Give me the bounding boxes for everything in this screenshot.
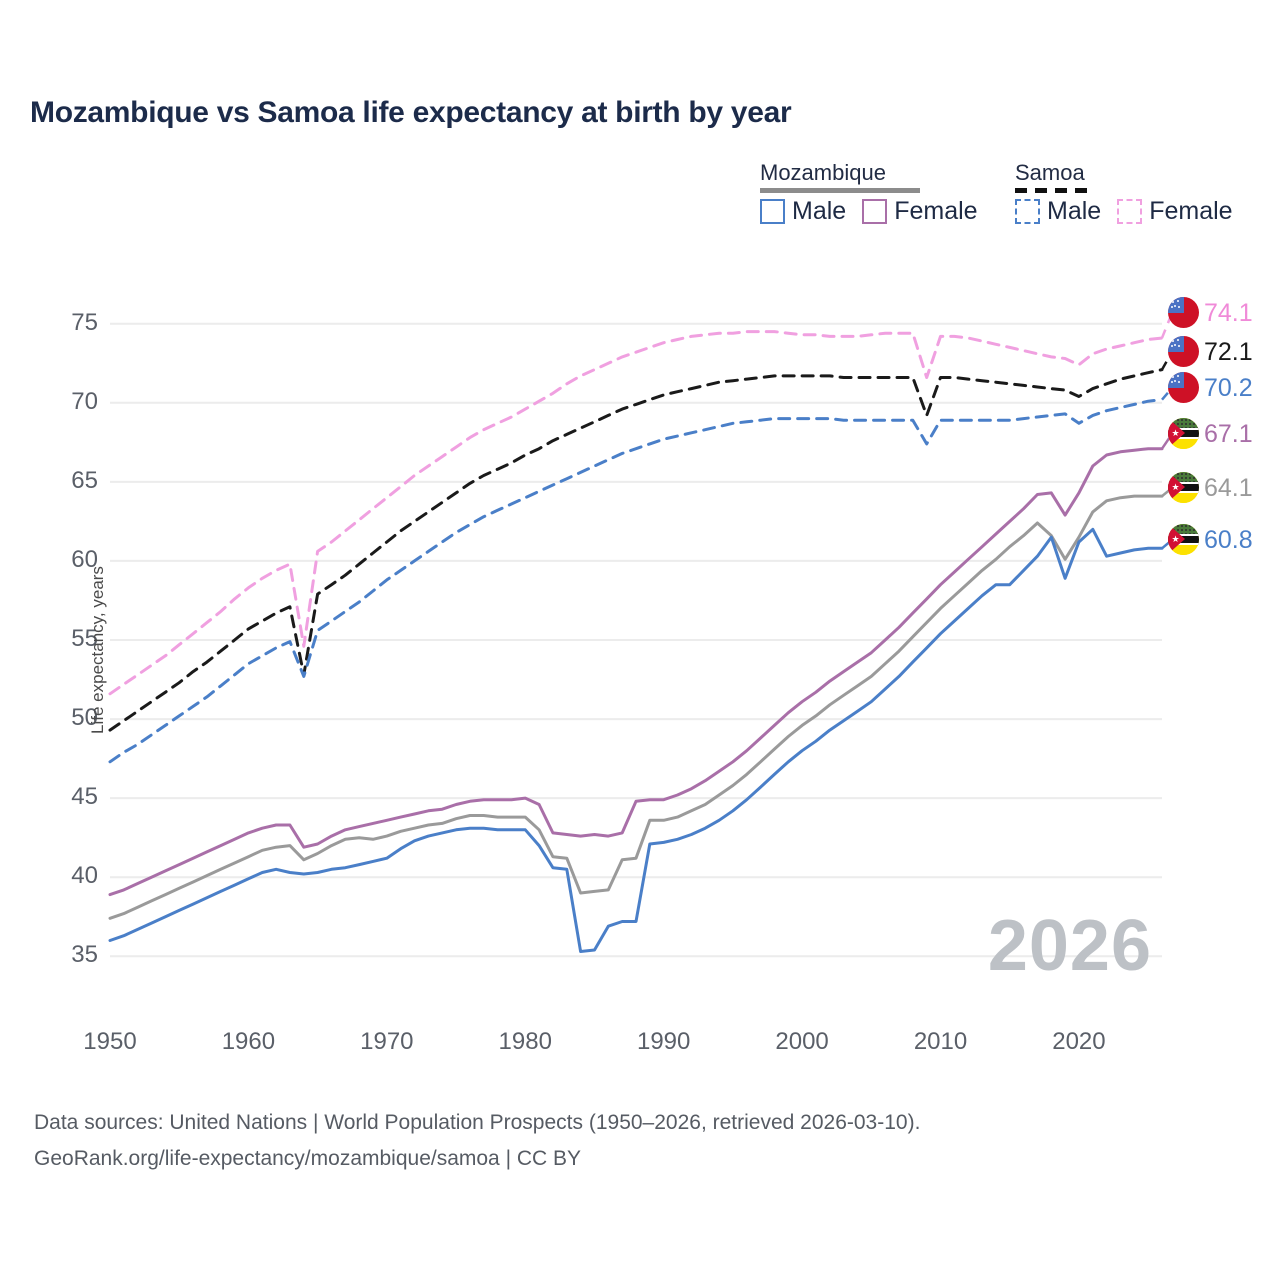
end-label-row: ★ 60.8: [1168, 524, 1253, 555]
end-label-row: 70.2: [1168, 372, 1253, 403]
mozambique-flag-icon: ★: [1168, 524, 1199, 555]
x-tick-label: 1960: [221, 1028, 276, 1055]
x-tick-label: 1970: [360, 1028, 414, 1055]
footer-line-sources: Data sources: United Nations | World Pop…: [34, 1111, 921, 1134]
x-tick-label: 1950: [83, 1028, 137, 1055]
samoa-flag-icon: [1168, 336, 1199, 367]
legend-group-rule: [1015, 188, 1093, 193]
x-tick-label: 1990: [636, 1028, 691, 1055]
series-line: [108, 447, 1164, 897]
x-tick-label: 2000: [775, 1028, 829, 1055]
footer-credits: Data sources: United Nations | World Pop…: [34, 1105, 920, 1177]
series-line: [108, 368, 1164, 732]
samoa-flag-icon: [1168, 372, 1199, 403]
series-line: [108, 330, 1164, 696]
y-tick-label: 65: [71, 466, 98, 494]
legend-item-label: Male: [792, 197, 847, 225]
series-line: [108, 527, 1164, 953]
legend-item-label: Male: [1047, 197, 1102, 225]
y-tick-label: 35: [71, 941, 98, 969]
legend-item-mozambique-female[interactable]: Female: [862, 196, 978, 226]
legend-swatch-icon: [1015, 198, 1040, 224]
year-watermark: 2026: [987, 906, 1152, 986]
end-label-value: 70.2: [1204, 373, 1253, 402]
y-tick-label: 60: [71, 545, 98, 573]
legend-item-label: Female: [1149, 197, 1233, 225]
legend-swatch-icon: [760, 198, 785, 224]
mozambique-flag-icon: ★: [1168, 418, 1199, 449]
y-tick-label: 45: [71, 783, 98, 811]
chart-legend: Mozambique Male Female Samoa Male Female: [760, 160, 1260, 242]
legend-group-rule: [760, 188, 920, 193]
samoa-flag-icon: [1168, 297, 1199, 328]
y-tick-label: 40: [71, 862, 98, 890]
x-tick-label: 2020: [1052, 1028, 1106, 1055]
y-tick-label: 75: [71, 308, 98, 336]
mozambique-flag-icon: ★: [1168, 472, 1199, 503]
page-title: Mozambique vs Samoa life expectancy at b…: [30, 96, 792, 129]
end-label-value: 67.1: [1204, 419, 1253, 448]
x-tick-label: 2010: [913, 1028, 968, 1055]
end-label-value: 74.1: [1204, 298, 1253, 327]
end-label-row: ★ 67.1: [1168, 418, 1253, 449]
y-axis-label: Life expectancy, years: [88, 566, 107, 734]
y-tick-label: 70: [71, 387, 98, 415]
series-line: [108, 494, 1164, 920]
legend-item-samoa-male[interactable]: Male: [1015, 196, 1101, 226]
legend-swatch-icon: [862, 198, 888, 224]
legend-group-title: Mozambique: [760, 160, 886, 185]
legend-group-title: Samoa: [1015, 160, 1085, 185]
end-label-value: 60.8: [1204, 525, 1253, 554]
end-label-row: 72.1: [1168, 336, 1253, 367]
end-label-value: 72.1: [1204, 337, 1253, 366]
legend-group-mozambique: Mozambique Male Female: [760, 160, 978, 225]
legend-item-label: Female: [894, 197, 978, 225]
series-line: [108, 398, 1164, 764]
end-label-value: 64.1: [1204, 473, 1253, 502]
legend-group-samoa: Samoa Male Female: [1015, 160, 1233, 225]
end-label-row: ★ 64.1: [1168, 472, 1253, 503]
footer-line-url: GeoRank.org/life-expectancy/mozambique/s…: [34, 1147, 582, 1170]
legend-item-samoa-female[interactable]: Female: [1117, 196, 1233, 226]
end-label-row: 74.1: [1168, 297, 1253, 328]
y-tick-label: 50: [71, 704, 98, 732]
x-tick-label: 1980: [498, 1028, 552, 1055]
y-tick-label: 55: [71, 625, 98, 652]
legend-item-mozambique-male[interactable]: Male: [760, 196, 846, 226]
legend-swatch-icon: [1117, 198, 1143, 224]
